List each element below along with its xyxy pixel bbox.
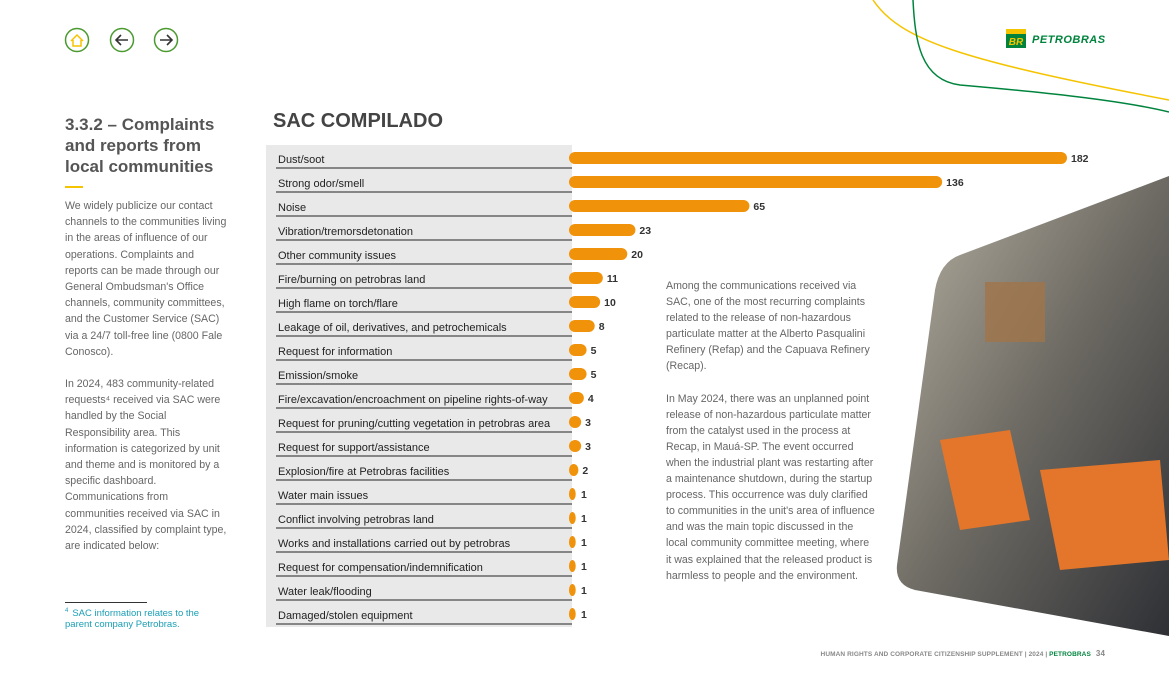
footer: HUMAN RIGHTS AND CORPORATE CITIZENSHIP S… (821, 649, 1105, 658)
body-text: Among the communications received via SA… (666, 278, 876, 600)
chart-title: SAC COMPILADO (273, 110, 443, 132)
value-label: 1 (581, 561, 587, 573)
nav-forward[interactable] (153, 27, 179, 53)
bar (569, 440, 582, 452)
value-label: 1 (581, 585, 587, 597)
category-label: Vibration/tremorsdetonation (278, 226, 413, 238)
category-label: Fire/excavation/encroachment on pipeline… (278, 394, 548, 406)
bar (569, 464, 579, 476)
value-label: 1 (581, 609, 587, 621)
value-label: 10 (604, 297, 616, 309)
footer-brand: PETROBRAS (1049, 651, 1091, 658)
category-label: Request for information (278, 346, 392, 358)
label-background (266, 145, 572, 627)
footer-text: HUMAN RIGHTS AND CORPORATE CITIZENSHIP S… (820, 651, 1048, 658)
bar (569, 416, 582, 428)
bar (569, 152, 1067, 164)
category-label: Damaged/stolen equipment (278, 610, 413, 622)
bar (569, 584, 576, 596)
value-label: 4 (588, 393, 594, 405)
page-number: 34 (1095, 649, 1105, 658)
bar (569, 560, 576, 572)
curve-yellow (872, 0, 1169, 101)
category-label: Water leak/flooding (278, 586, 372, 598)
category-label: Conflict involving petrobras land (278, 514, 434, 526)
bar (569, 536, 576, 548)
bar (569, 488, 576, 500)
curve-green (912, 0, 1169, 113)
bar (569, 272, 603, 284)
value-label: 65 (753, 201, 765, 213)
title-rule (65, 186, 83, 188)
bar (569, 608, 576, 620)
footnote-text: SAC information relates to the parent co… (65, 608, 200, 631)
photo-wall-panel (985, 282, 1045, 342)
footnote-marker: 4 (65, 608, 69, 614)
bar (569, 296, 601, 308)
bar (569, 176, 943, 188)
value-label: 5 (591, 345, 597, 357)
section-body: We widely publicize our contact channels… (65, 198, 227, 570)
value-label: 2 (582, 465, 588, 477)
bar (569, 248, 628, 260)
category-label: Fire/burning on petrobras land (278, 274, 425, 286)
value-label: 1 (581, 537, 587, 549)
bar (569, 368, 587, 380)
value-label: 3 (585, 441, 591, 453)
bar (569, 344, 587, 356)
paragraph: We widely publicize our contact channels… (65, 200, 227, 358)
category-label: High flame on torch/flare (278, 298, 398, 310)
bar (569, 224, 636, 236)
category-label: Dust/soot (278, 154, 324, 166)
footnote-rule (65, 602, 147, 603)
value-label: 8 (599, 321, 605, 333)
logo-stripe (1006, 29, 1026, 34)
value-label: 1 (581, 489, 587, 501)
footnote: 4 SAC information relates to the parent c… (65, 606, 225, 630)
photo-vest (1040, 460, 1169, 570)
nav-home[interactable] (64, 27, 90, 53)
value-label: 5 (591, 369, 597, 381)
category-label: Request for compensation/indemnification (278, 562, 483, 574)
bar (569, 200, 750, 212)
category-label: Request for support/assistance (278, 442, 430, 454)
category-label: Leakage of oil, derivatives, and petroch… (278, 322, 507, 334)
logo-text: PETROBRAS (1032, 34, 1106, 46)
paragraph: In 2024, 483 community-related requests⁴… (65, 378, 227, 553)
photo-vest (940, 430, 1030, 530)
category-label: Emission/smoke (278, 370, 358, 382)
value-label: 136 (946, 177, 964, 189)
bar (569, 320, 595, 332)
value-label: 3 (585, 417, 591, 429)
category-label: Water main issues (278, 490, 369, 502)
value-label: 1 (581, 513, 587, 525)
value-label: 23 (639, 225, 651, 237)
category-label: Request for pruning/cutting vegetation i… (278, 418, 551, 430)
category-label: Strong odor/smell (278, 178, 364, 190)
category-label: Explosion/fire at Petrobras facilities (278, 466, 450, 478)
value-label: 182 (1071, 153, 1089, 165)
logo-mark: BR (1009, 37, 1024, 48)
paragraph: Among the communications received via SA… (666, 280, 870, 373)
section-title: 3.3.2 – Complaints and reports from loca… (65, 115, 215, 176)
value-label: 20 (631, 249, 643, 261)
category-label: Other community issues (278, 250, 396, 262)
category-label: Noise (278, 202, 306, 214)
category-label: Works and installations carried out by p… (278, 538, 511, 550)
paragraph: In May 2024, there was an unplanned poin… (666, 392, 875, 582)
bar (569, 392, 584, 404)
bar (569, 512, 576, 524)
nav-back[interactable] (109, 27, 135, 53)
value-label: 11 (607, 273, 618, 285)
